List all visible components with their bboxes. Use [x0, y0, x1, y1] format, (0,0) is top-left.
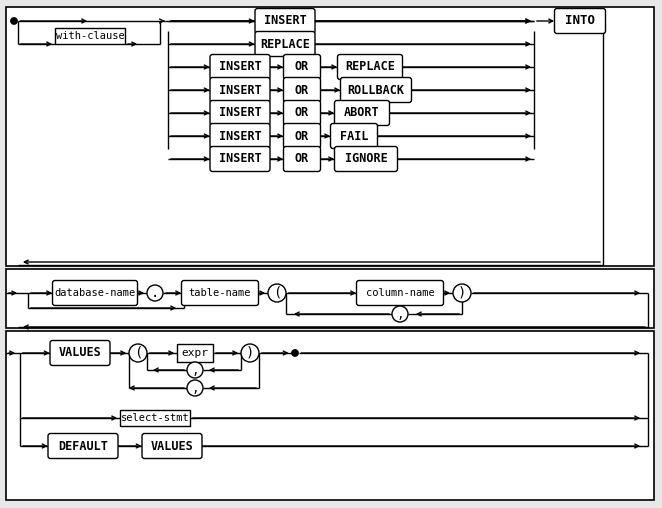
Text: INSERT: INSERT: [218, 60, 261, 74]
FancyBboxPatch shape: [340, 78, 412, 103]
Text: VALUES: VALUES: [151, 439, 193, 453]
Text: column-name: column-name: [365, 288, 434, 298]
Circle shape: [241, 344, 259, 362]
Text: VALUES: VALUES: [59, 346, 101, 360]
Bar: [177, 344, 213, 362]
Text: (: (: [273, 286, 281, 300]
Text: INSERT: INSERT: [218, 130, 261, 143]
FancyBboxPatch shape: [210, 54, 270, 79]
FancyBboxPatch shape: [283, 123, 320, 148]
FancyBboxPatch shape: [50, 340, 110, 365]
FancyBboxPatch shape: [330, 123, 377, 148]
FancyBboxPatch shape: [283, 78, 320, 103]
FancyBboxPatch shape: [255, 31, 315, 56]
Text: ROLLBACK: ROLLBACK: [348, 83, 404, 97]
FancyBboxPatch shape: [357, 280, 444, 305]
FancyBboxPatch shape: [48, 433, 118, 459]
Text: OR: OR: [295, 152, 309, 166]
Text: OR: OR: [295, 107, 309, 119]
Circle shape: [392, 306, 408, 322]
Text: with-clause: with-clause: [56, 31, 124, 41]
Circle shape: [129, 344, 147, 362]
Circle shape: [453, 284, 471, 302]
Text: INTO: INTO: [565, 15, 595, 27]
FancyBboxPatch shape: [255, 9, 315, 34]
FancyBboxPatch shape: [555, 9, 606, 34]
FancyBboxPatch shape: [210, 78, 270, 103]
Bar: [55, 28, 125, 44]
FancyBboxPatch shape: [283, 146, 320, 172]
Text: .: .: [151, 286, 159, 300]
FancyBboxPatch shape: [52, 280, 138, 305]
Text: select-stmt: select-stmt: [120, 413, 189, 423]
Text: ): ): [458, 286, 466, 300]
Text: table-name: table-name: [189, 288, 252, 298]
Circle shape: [147, 285, 163, 301]
FancyBboxPatch shape: [181, 280, 258, 305]
FancyBboxPatch shape: [210, 146, 270, 172]
Text: (: (: [134, 346, 142, 360]
Circle shape: [268, 284, 286, 302]
Text: ,: ,: [191, 364, 199, 376]
Circle shape: [11, 17, 17, 24]
Text: INSERT: INSERT: [218, 152, 261, 166]
Text: INSERT: INSERT: [263, 15, 307, 27]
FancyBboxPatch shape: [283, 101, 320, 125]
FancyBboxPatch shape: [210, 123, 270, 148]
FancyBboxPatch shape: [283, 54, 320, 79]
Text: ABORT: ABORT: [344, 107, 380, 119]
Circle shape: [187, 362, 203, 378]
FancyBboxPatch shape: [334, 146, 397, 172]
Text: REPLACE: REPLACE: [260, 38, 310, 50]
Text: IGNORE: IGNORE: [345, 152, 387, 166]
Bar: [6, 331, 654, 500]
Text: FAIL: FAIL: [340, 130, 368, 143]
FancyBboxPatch shape: [338, 54, 402, 79]
Bar: [120, 410, 190, 426]
Text: INSERT: INSERT: [218, 107, 261, 119]
Text: ,: ,: [191, 382, 199, 395]
Text: database-name: database-name: [54, 288, 136, 298]
FancyBboxPatch shape: [142, 433, 202, 459]
Circle shape: [291, 350, 299, 357]
FancyBboxPatch shape: [334, 101, 389, 125]
Bar: [6, 269, 654, 328]
Text: ): ): [246, 346, 254, 360]
FancyBboxPatch shape: [210, 101, 270, 125]
Text: INSERT: INSERT: [218, 83, 261, 97]
Text: ,: ,: [397, 307, 404, 321]
Circle shape: [187, 380, 203, 396]
Text: OR: OR: [295, 60, 309, 74]
Bar: [6, 7, 654, 266]
Text: OR: OR: [295, 130, 309, 143]
Text: REPLACE: REPLACE: [345, 60, 395, 74]
Text: OR: OR: [295, 83, 309, 97]
Text: DEFAULT: DEFAULT: [58, 439, 108, 453]
Text: expr: expr: [181, 348, 209, 358]
